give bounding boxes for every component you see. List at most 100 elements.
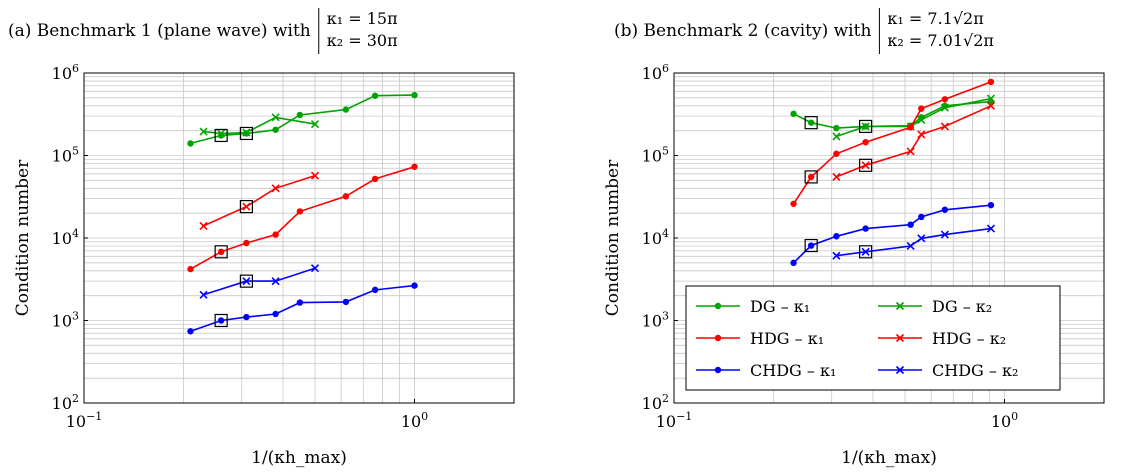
data-point xyxy=(243,239,250,247)
data-point xyxy=(242,128,251,137)
highlight-box xyxy=(859,119,873,134)
chart-title: (b) Benchmark 2 (cavity) with xyxy=(614,21,871,41)
highlight-box xyxy=(804,116,818,130)
x-axis-label: 1/(κh_max) xyxy=(841,448,937,468)
legend: DG – κ₁ DG – κ₂ HDG – κ₁ HDG – κ₂ CHDG – κ₁ C… xyxy=(685,285,1061,391)
data-point xyxy=(790,110,797,118)
data-point xyxy=(790,259,797,267)
x-tick-label: 10−1 xyxy=(66,410,103,431)
legend-marker xyxy=(895,333,905,343)
grid xyxy=(83,72,515,404)
legend-entry: DG – κ₁ xyxy=(696,297,810,316)
y-tick-label: 102 xyxy=(52,392,79,413)
data-point xyxy=(940,122,949,131)
data-point xyxy=(187,328,194,335)
data-point xyxy=(941,206,949,213)
x-tick-label: 100 xyxy=(401,410,428,431)
data-point xyxy=(790,200,797,207)
series-line xyxy=(836,105,992,178)
data-point xyxy=(807,242,815,249)
legend-label: DG – κ₂ xyxy=(932,297,992,316)
data-point xyxy=(940,103,949,112)
series-line xyxy=(792,81,992,205)
data-point xyxy=(187,140,194,147)
data-point xyxy=(807,119,815,126)
series-3 xyxy=(187,163,418,273)
data-point xyxy=(411,282,418,289)
series-1 xyxy=(187,91,418,147)
y-tick-label: 103 xyxy=(52,310,79,331)
series-5 xyxy=(790,201,995,267)
series-line xyxy=(190,284,415,333)
data-point xyxy=(342,193,350,200)
data-point xyxy=(371,175,379,183)
y-axis-label: Condition number xyxy=(13,159,33,316)
data-point xyxy=(411,163,418,170)
highlight-box xyxy=(239,274,253,288)
data-point xyxy=(217,129,226,138)
data-point xyxy=(296,111,304,119)
data-point xyxy=(940,230,949,239)
data-point xyxy=(833,124,840,132)
condition-line-2: κ₂ = 30π xyxy=(327,31,398,50)
condition-line-1: κ₁ = 7.1√2π xyxy=(887,9,983,28)
data-point xyxy=(342,106,350,113)
data-point xyxy=(987,78,995,86)
data-point xyxy=(187,265,194,273)
data-point xyxy=(272,231,279,238)
data-point xyxy=(906,147,915,156)
legend-label: HDG – κ₂ xyxy=(932,329,1006,348)
data-point xyxy=(296,208,304,215)
data-point xyxy=(199,127,208,136)
data-point xyxy=(832,132,841,141)
data-point xyxy=(833,150,840,157)
series-3 xyxy=(790,78,995,207)
series-line xyxy=(836,227,992,257)
data-point xyxy=(861,247,870,256)
chart-1: 102 103 104 105 106 10−1 100 1/(κh_max) Conditio… xyxy=(8,8,515,468)
data-point xyxy=(371,92,379,99)
highlight-box xyxy=(859,245,873,259)
x-tick-label: 100 xyxy=(991,410,1018,431)
highlight-box xyxy=(214,128,228,143)
data-point xyxy=(271,184,280,193)
data-point xyxy=(833,233,840,240)
legend-entry: DG – κ₂ xyxy=(878,297,992,316)
data-point xyxy=(342,298,350,306)
axis-ticks: 102 103 104 105 106 10−1 100 xyxy=(642,62,1019,431)
data-point xyxy=(862,225,869,232)
legend-marker xyxy=(895,301,905,311)
data-point xyxy=(907,221,914,228)
highlight-boxes xyxy=(804,116,873,259)
data-point xyxy=(271,113,280,122)
series-line xyxy=(203,174,316,227)
data-point xyxy=(310,171,320,180)
data-point xyxy=(272,310,279,318)
highlight-box xyxy=(239,200,253,214)
series-6 xyxy=(832,224,996,260)
data-point xyxy=(310,264,320,273)
legend-marker xyxy=(714,302,722,310)
chart-title: (a) Benchmark 1 (plane wave) with xyxy=(8,21,311,41)
data-point xyxy=(917,115,926,124)
data-point xyxy=(917,234,926,243)
chart-2: 102 103 104 105 106 10−1 100 1/(κh_max) Conditio… xyxy=(603,8,1105,468)
data-point xyxy=(861,161,870,170)
y-axis-label: Condition number xyxy=(603,159,623,316)
data-point xyxy=(941,96,949,103)
series-line xyxy=(836,97,992,138)
condition-line-1: κ₁ = 15π xyxy=(327,9,398,28)
series-5 xyxy=(187,282,418,335)
y-tick-label: 105 xyxy=(642,145,669,166)
highlight-boxes xyxy=(214,126,253,328)
legend-label: HDG – κ₁ xyxy=(750,329,824,348)
data-point xyxy=(861,122,870,131)
data-point xyxy=(862,138,869,146)
data-point xyxy=(199,221,208,231)
data-point xyxy=(832,251,841,260)
data-point xyxy=(918,105,925,112)
highlight-box xyxy=(859,158,873,172)
series-line xyxy=(203,267,316,296)
data-point xyxy=(242,277,251,286)
data-point xyxy=(310,120,320,129)
